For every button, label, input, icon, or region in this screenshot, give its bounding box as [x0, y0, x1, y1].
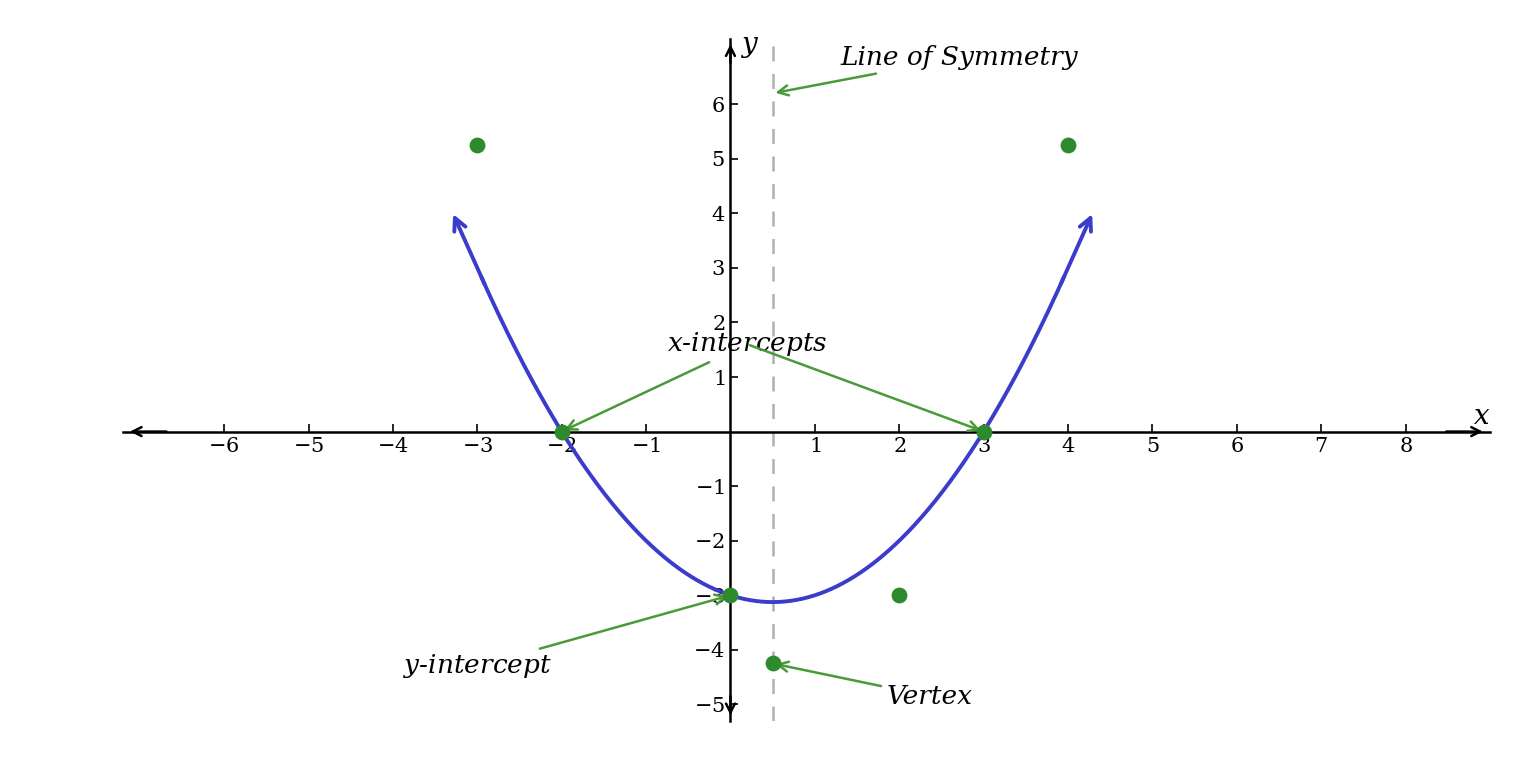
Point	[550, 425, 574, 438]
Point	[971, 425, 995, 438]
Point	[719, 589, 743, 601]
Point	[1055, 139, 1080, 151]
Text: $y$-intercept: $y$-intercept	[402, 594, 725, 680]
Text: $y$: $y$	[739, 33, 759, 60]
Point	[465, 139, 490, 151]
Text: Vertex: Vertex	[779, 662, 972, 708]
Point	[886, 589, 911, 601]
Point	[760, 657, 785, 670]
Text: $x$: $x$	[1473, 403, 1490, 430]
Text: Line of Symmetry: Line of Symmetry	[779, 46, 1078, 95]
Text: $x$-intercepts: $x$-intercepts	[567, 330, 828, 429]
